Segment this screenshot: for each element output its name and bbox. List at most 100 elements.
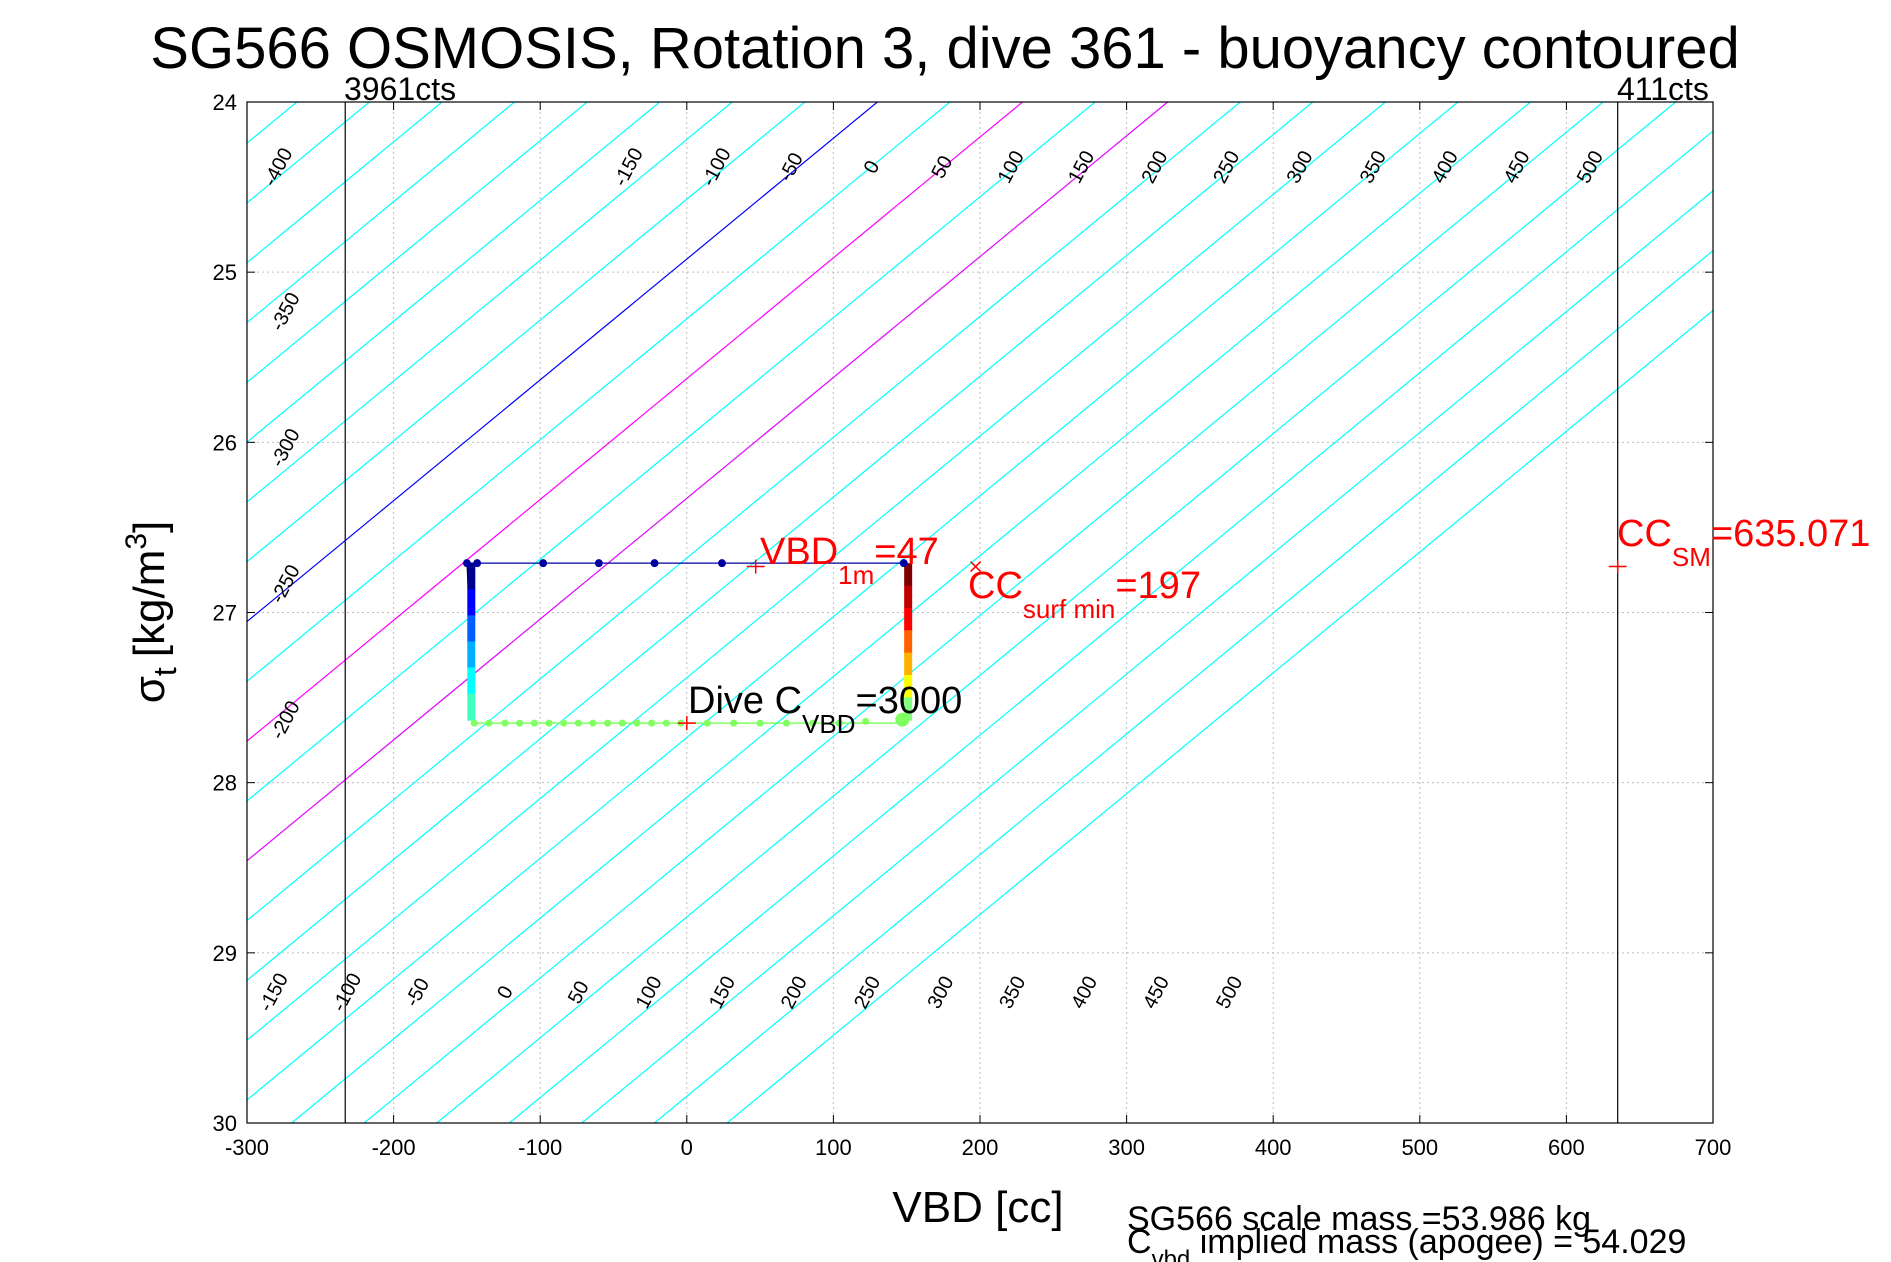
x-tick-label: 0 xyxy=(681,1135,693,1160)
dive-point-bottom xyxy=(809,719,817,727)
contour-line-cyan xyxy=(247,102,1314,982)
dive-point-bottom xyxy=(862,717,870,725)
dive-point-bottom xyxy=(703,719,711,727)
dive-point-bottom xyxy=(545,719,553,727)
y-tick-label: 24 xyxy=(213,90,237,115)
vbd-1m-annotation: VBD1m=47 xyxy=(760,531,939,590)
contour-line-cyan xyxy=(247,102,1096,802)
y-axis-ticks: 24 25 26 27 28 29 30 xyxy=(213,90,1713,1136)
dive-point-top xyxy=(539,559,548,568)
dive-point-bottom xyxy=(782,719,790,727)
dive-point-bottom xyxy=(835,719,843,727)
dive-color-segment xyxy=(904,585,913,609)
contour-line-cyan xyxy=(726,309,1713,1123)
cc-sm-annotation: CCSM=635.071 xyxy=(1617,513,1870,572)
dive-point-top xyxy=(717,559,726,568)
y-label-sigma: σ xyxy=(125,676,174,703)
contour-line-cyan xyxy=(247,102,515,324)
contour-line-magenta xyxy=(247,102,1023,742)
dive-color-segment xyxy=(904,630,913,654)
contour-line-cyan xyxy=(363,102,1604,1123)
contour-line-cyan xyxy=(581,190,1713,1123)
dive-point-top xyxy=(594,559,603,568)
dive-point-bottom xyxy=(648,719,656,727)
dive-point-top xyxy=(650,559,659,568)
label-3961cts: 3961cts xyxy=(344,71,456,107)
contour-line-cyan xyxy=(247,102,1386,1041)
dive-color-segment xyxy=(467,589,476,617)
dive-color-segment xyxy=(904,563,913,587)
x-tick-label: 400 xyxy=(1255,1135,1292,1160)
scale-mass-text: SG566 scale mass =53.986 kg xyxy=(1127,1200,1591,1238)
cc-surf-min-annotation: CCsurf min=197 xyxy=(968,565,1201,624)
y-tick-label: 29 xyxy=(213,941,237,966)
dive-color-segment xyxy=(467,667,476,695)
dive-color-segment xyxy=(467,693,476,721)
y-tick-label: 25 xyxy=(213,260,237,285)
chart-title: SG566 OSMOSIS, Rotation 3, dive 361 - bu… xyxy=(150,16,1739,81)
x-tick-label: -100 xyxy=(518,1135,562,1160)
contour-line-cyan xyxy=(0,102,7,1123)
dive-color-segment xyxy=(904,674,913,699)
dive-cvbd-annotation: Dive CVBD=3000 xyxy=(688,680,962,739)
contour-line-cyan xyxy=(247,102,951,683)
y-tick-label: 30 xyxy=(213,1111,237,1136)
x-tick-label: 600 xyxy=(1548,1135,1585,1160)
x-tick-label: -300 xyxy=(225,1135,269,1160)
dive-point-bottom xyxy=(662,719,670,727)
dive-point-bottom xyxy=(756,719,764,727)
contour-line-cyan xyxy=(247,102,661,443)
contour-line-cyan xyxy=(436,102,1676,1123)
dive-color-segment xyxy=(904,697,913,721)
dive-point-bottom xyxy=(589,719,597,727)
contour-line-cyan xyxy=(247,102,588,384)
dive-point-bottom xyxy=(604,719,612,727)
dive-color-segment xyxy=(467,615,476,643)
dive-color-segment xyxy=(467,563,476,591)
contour-line-magenta xyxy=(247,102,1169,862)
dive-point-bottom xyxy=(574,719,582,727)
contour-line-cyan xyxy=(654,249,1713,1123)
dive-point-bottom xyxy=(501,719,509,727)
dive-point-bottom xyxy=(530,719,538,727)
label-411cts: 411cts xyxy=(1617,71,1709,107)
x-axis-ticks: -300 -200 -100 0 100 200 300 400 500 600 700 xyxy=(225,102,1731,1160)
dive-point-bottom xyxy=(618,719,626,727)
dive-point-top xyxy=(899,559,908,568)
contour-line-cyan xyxy=(247,102,733,503)
markers xyxy=(677,559,1627,731)
contour-line-cyan xyxy=(247,102,1459,1101)
dive-color-segment xyxy=(904,607,913,632)
x-axis-label: VBD [cc] xyxy=(892,1183,1063,1232)
y-tick-label: 27 xyxy=(213,601,237,626)
contour-line-cyan xyxy=(247,102,1241,922)
count-lines xyxy=(344,102,1619,1123)
dive-end-point xyxy=(895,712,910,727)
x-tick-label: 200 xyxy=(962,1135,999,1160)
contour-line-zero xyxy=(247,102,878,623)
svg-text:σt[kg/m3]: σt [kg/m3] xyxy=(120,521,183,704)
x-tick-label: -200 xyxy=(372,1135,416,1160)
y-label-sup: 3 xyxy=(120,533,153,550)
y-label-sub: t xyxy=(147,667,183,676)
x-tick-label: 700 xyxy=(1695,1135,1732,1160)
dive-point-bottom xyxy=(485,719,493,727)
y-tick-label: 26 xyxy=(213,430,237,455)
marker-x xyxy=(970,561,982,573)
x-tick-label: 100 xyxy=(815,1135,852,1160)
dive-color-segment xyxy=(904,652,913,676)
dive-point-top xyxy=(473,559,482,568)
y-axis-label: σt [kg/m3] xyxy=(120,521,183,704)
contour-line-cyan xyxy=(0,102,224,1123)
dive-point-top xyxy=(462,559,471,568)
dive-point-bottom xyxy=(730,719,738,727)
x-tick-label: 300 xyxy=(1108,1135,1145,1160)
contour-line-cyan xyxy=(0,102,79,1123)
x-tick-label: 500 xyxy=(1401,1135,1438,1160)
dive-point-bottom xyxy=(470,719,478,727)
dive-point-bottom xyxy=(633,719,641,727)
dive-point-bottom xyxy=(516,719,524,727)
y-tick-label: 28 xyxy=(213,771,237,796)
contour-line-cyan xyxy=(247,102,806,563)
